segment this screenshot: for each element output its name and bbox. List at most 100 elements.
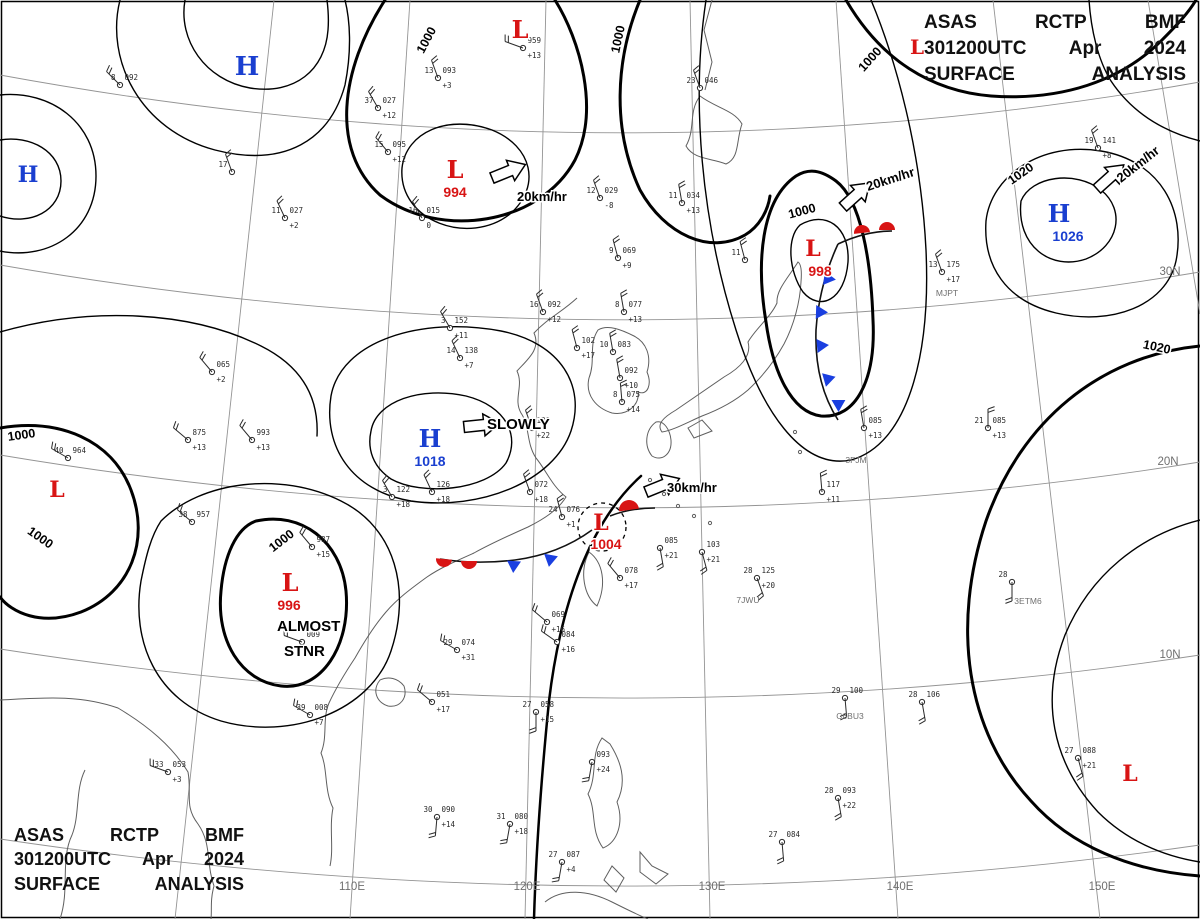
low-center-symbol: L [512,15,529,44]
warm-front-line [609,507,656,517]
station-plot: 19 141 +8 [1084,125,1116,160]
product-name-analysis: ANALYSIS [154,874,244,895]
wind-barb-feather [241,421,246,429]
ship-station-id: 3FJM [845,455,866,465]
wind-barb-feather [176,503,181,510]
wind-barb-feather [679,183,686,189]
movement-arrow [642,473,681,499]
wind-barb-feather [537,292,544,298]
station-value: 080 [515,812,529,821]
station-plot: 13 175 +17 [928,249,961,284]
wind-barb-feather [656,562,663,568]
product-name-surface: SURFACE [924,64,1015,86]
station-value: +18 [397,500,411,509]
wind-barb-feather [777,860,784,865]
station-value: 092 [125,73,139,82]
product-id-line: ASAS RCTP BMF [14,823,244,848]
station-plot: 13 093 +3 [424,55,456,90]
wind-barb-feather [860,405,868,410]
station-value: 31 [496,812,505,821]
station-plot: 12 029 -8 [586,175,618,210]
wind-barb-feather [540,624,544,632]
station-value: 095 [393,140,407,149]
station-value: 28 [824,786,834,795]
longitude-label: 110E [339,881,365,893]
station-value: +17 [582,351,596,360]
station-plot: 102 +17 [571,325,596,360]
station-value: +17 [947,275,961,284]
wind-barb-feather [377,133,382,141]
station-value: +14 [442,820,456,829]
station-value: 11 [668,191,677,200]
wind-barb-feather [428,835,436,839]
station-value: 078 [625,566,639,575]
wind-barb-feather [531,603,536,610]
isobar-line [618,0,772,245]
valid-time-line: 301200UTC Apr 2024 [14,847,244,872]
movement-annotation: 20km/hr [517,189,567,204]
station-value: +13 [193,443,207,452]
graticule-line [835,0,899,919]
coastline [703,0,713,91]
station-value: +12 [548,315,562,324]
station-value: 090 [442,805,456,814]
station-value: 077 [629,300,643,309]
title-block-top-right: ASAS RCTP BMF 301200UTC Apr 2024 SURFACE… [924,10,1186,89]
station-plot: 33 053 +3 [149,758,186,784]
station-value: +14 [627,405,641,414]
isobar-line [1019,177,1117,263]
wind-barb-feather [368,85,374,92]
title-block-bottom-left: ASAS RCTP BMF 301200UTC Apr 2024 SURFACE… [14,823,244,897]
warm-front-pip [879,222,895,230]
wind-barb-feather [276,195,283,202]
station-value: +2 [290,221,299,230]
isobar-line [0,93,97,254]
station-value: 37 [364,96,373,105]
station-value: 069 [623,246,637,255]
station-value: 088 [1083,746,1097,755]
station-value: 015 [427,206,441,215]
movement-arrow [1092,164,1125,195]
wind-barb-feather [935,249,942,255]
station-value: +13 [687,206,701,215]
wind-barb-feather [607,557,612,564]
wind-barb-feather [700,569,708,575]
station-value: +20 [762,581,776,590]
station-value: 40 [54,446,64,455]
station-plot: 27 088 +21 [1064,746,1097,781]
wind-barb-feather [612,235,620,241]
wind-barb-feather [369,88,376,95]
station-value: +11 [455,331,469,340]
wind-barb-feather [525,405,532,411]
station-value: 152 [455,316,469,325]
latitude-label: 20N [1157,456,1178,468]
station-value: +11 [827,495,841,504]
stationary-front-line [439,529,593,563]
graticule-line [349,0,411,919]
wind-barb-feather [423,469,430,476]
movement-annotation: STNR [284,643,325,660]
station-plot: 126 +18 [423,469,451,504]
wind-barb-feather [678,180,686,185]
wind-barb-shaft [299,532,313,548]
station-plot: 078 +17 [607,557,639,590]
station-value: +9 [623,261,632,270]
station-value: 100 [850,686,864,695]
coastline [544,891,649,919]
wind-barb-shaft [558,861,563,881]
isobar-line [759,169,875,418]
station-value: 17 [218,160,227,169]
station-value: 8 [111,73,116,82]
station-value: 034 [687,191,701,200]
station-value: 16 [529,300,539,309]
station-value: 29 [831,686,840,695]
station-value: +7 [465,361,474,370]
station-value: +22 [537,431,551,440]
wind-barb-feather [375,131,380,138]
wind-barb-feather [440,305,446,312]
station-value: 175 [947,260,961,269]
isobar-line [0,314,318,437]
wind-barb-feather [694,68,701,74]
high-center-symbol: H [1048,199,1071,228]
station-value: 27 [768,830,777,839]
